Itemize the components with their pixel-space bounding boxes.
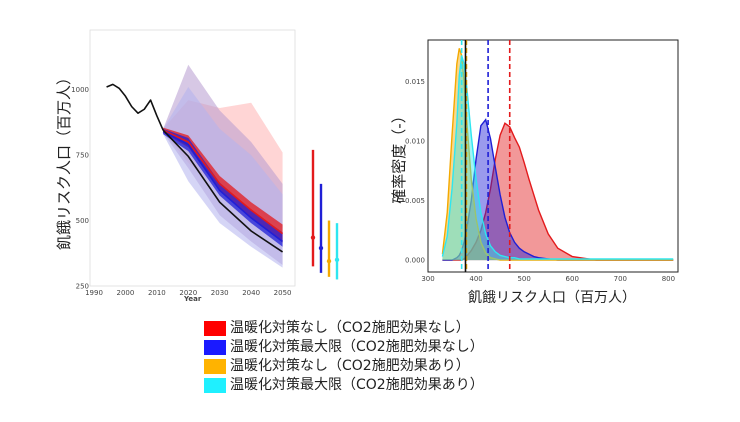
y-tick-label: 0.010 — [405, 138, 425, 146]
x-tick-label: 2030 — [211, 289, 229, 297]
legend-swatch — [204, 340, 226, 355]
x-tick-label: 2010 — [148, 289, 166, 297]
x-tick-label: 600 — [566, 275, 579, 283]
y-tick-label: 500 — [76, 217, 89, 225]
x-tick-label: 500 — [517, 275, 530, 283]
legend-item: 温暖化対策最大限（CO2施肥効果あり） — [204, 376, 484, 395]
density-line — [441, 48, 674, 261]
y-tick-label: 750 — [76, 152, 89, 160]
x-tick-label: 2020 — [179, 289, 197, 297]
y-tick-label: 250 — [76, 283, 89, 291]
range-median — [318, 245, 324, 251]
legend-item: 温暖化対策最大限（CO2施肥効果なし） — [204, 338, 484, 357]
range-median — [310, 235, 316, 240]
mean-lines — [460, 40, 511, 272]
legend-label: 温暖化対策なし（CO2施肥効果なし） — [230, 320, 470, 336]
x-tick-label: 300 — [421, 275, 434, 283]
legend-item: 温暖化対策なし（CO2施肥効果あり） — [204, 357, 484, 376]
series-ribbons — [163, 127, 283, 247]
range-median — [334, 257, 340, 263]
x-axis-label: 飢餓リスク人口（百万人） — [468, 289, 636, 306]
x-tick-label: 700 — [614, 275, 627, 283]
series-lines — [106, 83, 284, 253]
legend-label: 温暖化対策最大限（CO2施肥効果あり） — [230, 377, 484, 393]
y-tick-label: 0.000 — [405, 257, 425, 265]
series-line — [162, 129, 284, 235]
density-area — [442, 123, 674, 261]
x-axis-label: Year — [183, 295, 202, 303]
x-tick-labels: 1990 2000 2010 2020 2030 2040 2050 — [85, 289, 291, 297]
y-tick-label: 1000 — [71, 86, 89, 94]
range-bars — [310, 149, 340, 280]
legend: 温暖化対策なし（CO2施肥効果なし） 温暖化対策最大限（CO2施肥効果なし） 温… — [204, 319, 484, 395]
density-area — [442, 119, 674, 261]
density-chart: 300 400 500 600 700 800 0.0000.0050.0100.015 … — [390, 39, 679, 306]
legend-swatch — [204, 359, 226, 374]
series-line — [162, 129, 284, 253]
historical-line — [106, 83, 164, 131]
y-tick-label: 0.005 — [405, 197, 425, 205]
y-axis-label: 飢餓リスク人口（百万人） — [55, 70, 73, 250]
x-tick-label: 400 — [469, 275, 482, 283]
series-line — [162, 130, 284, 243]
y-tick-labels: 250 500 750 1000 — [71, 86, 89, 290]
legend-swatch — [204, 378, 226, 393]
series-ribbon — [163, 128, 283, 247]
x-tick-label: 2000 — [117, 289, 135, 297]
x-tick-label: 2040 — [242, 289, 260, 297]
x-tick-label: 800 — [662, 275, 675, 283]
y-tick-labels: 0.000 0.005 0.010 0.015 — [405, 78, 425, 264]
y-tick-label: 0.015 — [405, 78, 425, 86]
timeseries-chart: 1990 2000 2010 2020 2030 2040 2050 250 500 750 10… — [55, 29, 340, 303]
legend-label: 温暖化対策なし（CO2施肥効果あり） — [230, 358, 470, 374]
x-tick-label: 1990 — [85, 289, 103, 297]
legend-item: 温暖化対策なし（CO2施肥効果なし） — [204, 319, 484, 338]
y-axis-label: 確率密度（-） — [390, 108, 408, 203]
x-tick-label: 2050 — [274, 289, 292, 297]
legend-label: 温暖化対策最大限（CO2施肥効果なし） — [230, 339, 484, 355]
range-median — [326, 258, 332, 264]
legend-swatch — [204, 321, 226, 336]
x-tick-labels: 300 400 500 600 700 800 — [421, 275, 675, 283]
